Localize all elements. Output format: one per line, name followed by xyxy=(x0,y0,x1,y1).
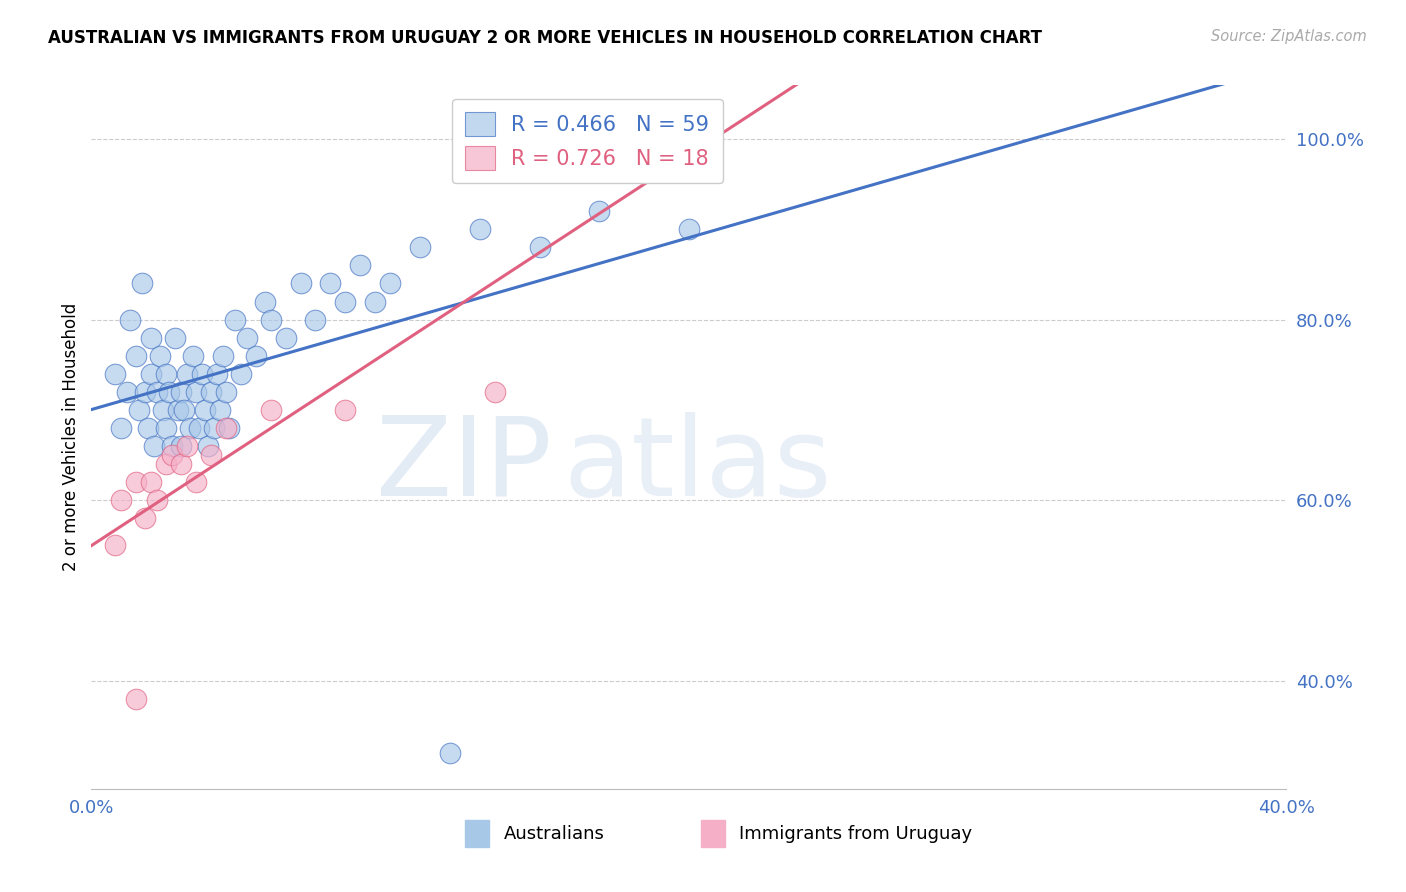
Point xyxy=(349,259,371,273)
Point xyxy=(380,277,402,291)
Point xyxy=(149,349,172,363)
Point xyxy=(146,493,169,508)
Point xyxy=(173,403,195,417)
Point xyxy=(155,421,177,435)
Point xyxy=(253,294,276,309)
Point xyxy=(170,439,193,453)
Text: AUSTRALIAN VS IMMIGRANTS FROM URUGUAY 2 OR MORE VEHICLES IN HOUSEHOLD CORRELATIO: AUSTRALIAN VS IMMIGRANTS FROM URUGUAY 2 … xyxy=(48,29,1042,46)
Point xyxy=(588,132,610,146)
Point xyxy=(134,384,156,399)
Point xyxy=(208,403,231,417)
Point xyxy=(364,294,387,309)
Point xyxy=(304,312,326,326)
Point xyxy=(170,384,193,399)
Point xyxy=(184,475,207,490)
Point xyxy=(529,240,551,254)
Point xyxy=(188,421,211,435)
Point xyxy=(678,222,700,236)
Point xyxy=(215,421,238,435)
Bar xyxy=(700,821,725,847)
Point xyxy=(197,439,219,453)
Point xyxy=(128,403,150,417)
Text: atlas: atlas xyxy=(564,412,832,519)
Legend: R = 0.466   N = 59, R = 0.726   N = 18: R = 0.466 N = 59, R = 0.726 N = 18 xyxy=(451,99,723,183)
Point xyxy=(235,331,259,345)
Point xyxy=(211,349,233,363)
Point xyxy=(409,240,432,254)
Point xyxy=(104,539,127,553)
Point xyxy=(200,448,222,462)
Y-axis label: 2 or more Vehicles in Household: 2 or more Vehicles in Household xyxy=(62,303,80,571)
Point xyxy=(218,421,240,435)
Text: ZIP: ZIP xyxy=(375,412,551,519)
Point xyxy=(224,312,246,326)
Point xyxy=(319,277,342,291)
Point xyxy=(136,421,159,435)
Point xyxy=(229,367,252,381)
Point xyxy=(155,367,177,381)
Point xyxy=(202,421,225,435)
Point xyxy=(110,421,132,435)
Point xyxy=(176,439,198,453)
Point xyxy=(205,367,228,381)
Point xyxy=(146,384,169,399)
Point xyxy=(155,457,177,471)
Point xyxy=(163,331,186,345)
Point xyxy=(157,384,180,399)
Point xyxy=(115,384,138,399)
Point xyxy=(160,448,183,462)
Point xyxy=(274,331,297,345)
Point xyxy=(134,511,156,525)
Point xyxy=(200,384,222,399)
Point xyxy=(588,204,610,219)
Point xyxy=(290,277,312,291)
Point xyxy=(170,457,193,471)
Text: Immigrants from Uruguay: Immigrants from Uruguay xyxy=(740,825,973,843)
Point xyxy=(141,475,163,490)
Point xyxy=(245,349,267,363)
Point xyxy=(335,403,357,417)
Point xyxy=(259,403,281,417)
Point xyxy=(125,349,148,363)
Point xyxy=(152,403,174,417)
Point xyxy=(120,312,142,326)
Text: Source: ZipAtlas.com: Source: ZipAtlas.com xyxy=(1211,29,1367,44)
Point xyxy=(125,692,148,706)
Point xyxy=(439,746,461,760)
Point xyxy=(104,367,127,381)
Bar xyxy=(465,821,489,847)
Point xyxy=(143,439,166,453)
Point xyxy=(125,475,148,490)
Point xyxy=(181,349,204,363)
Point xyxy=(191,367,214,381)
Point xyxy=(335,294,357,309)
Point xyxy=(215,384,238,399)
Point xyxy=(468,222,491,236)
Point xyxy=(184,384,207,399)
Point xyxy=(167,403,190,417)
Point xyxy=(141,331,163,345)
Point xyxy=(176,367,198,381)
Point xyxy=(179,421,201,435)
Point xyxy=(141,367,163,381)
Point xyxy=(259,312,281,326)
Point xyxy=(110,493,132,508)
Point xyxy=(484,384,506,399)
Point xyxy=(194,403,217,417)
Point xyxy=(131,277,153,291)
Point xyxy=(160,439,183,453)
Text: Australians: Australians xyxy=(503,825,605,843)
